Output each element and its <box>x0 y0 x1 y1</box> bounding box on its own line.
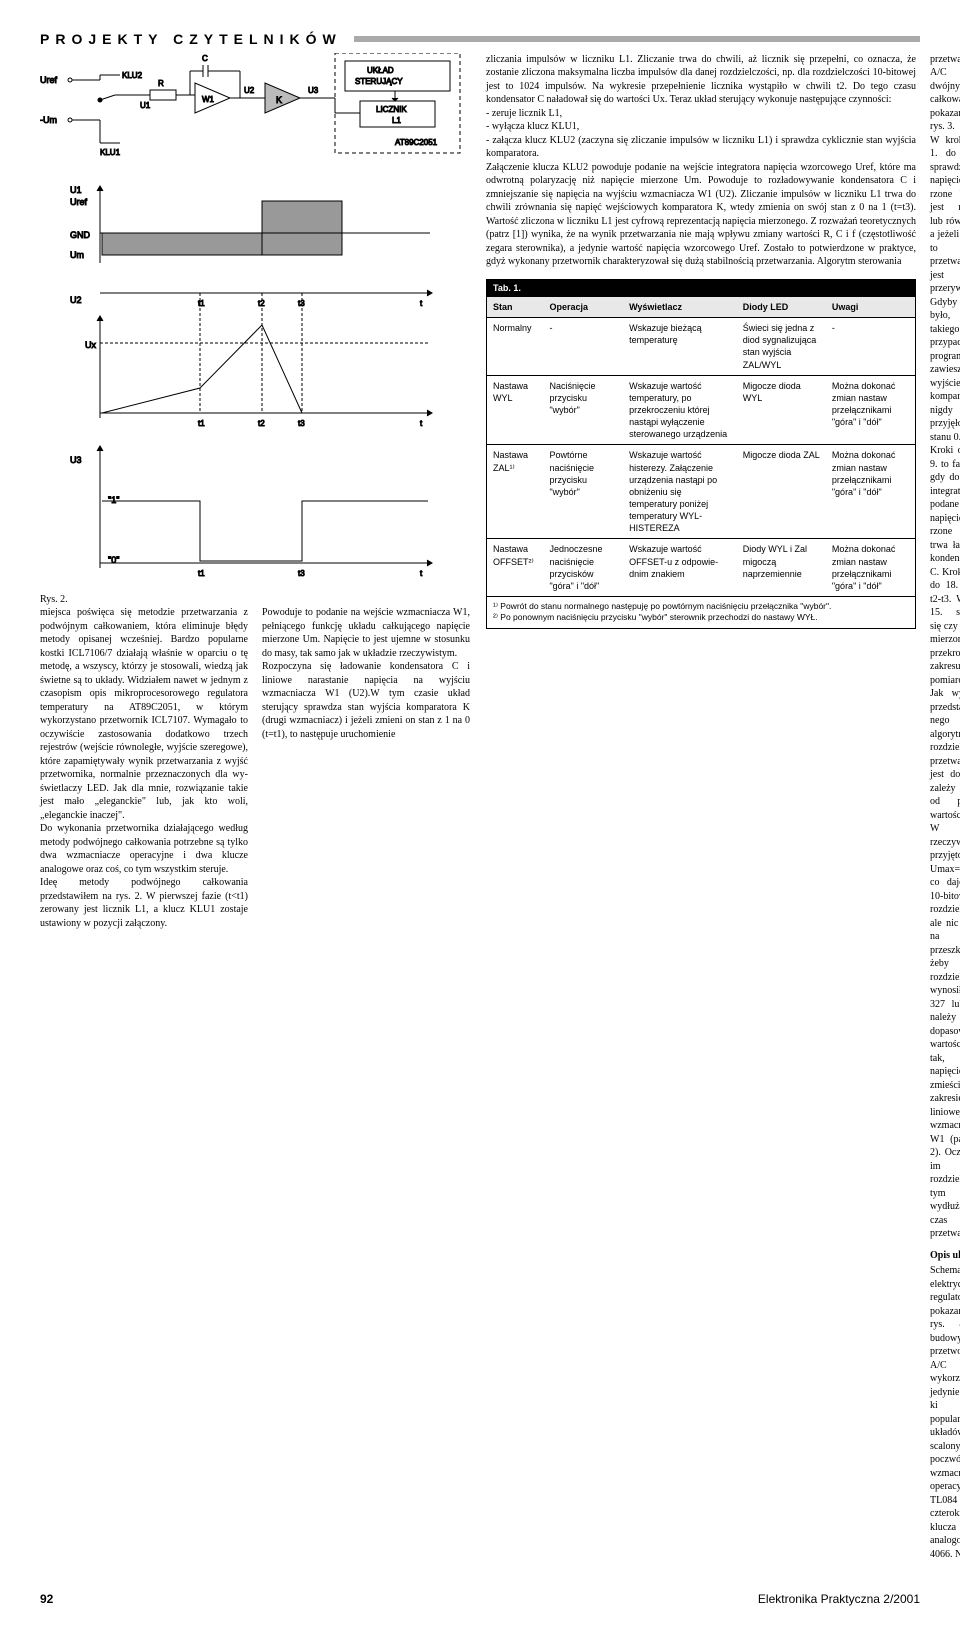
svg-text:t2: t2 <box>258 419 265 428</box>
page-footer: 92 Elektronika Praktyczna 2/2001 <box>40 1591 920 1607</box>
table-cell: - <box>543 318 623 376</box>
svg-text:t3: t3 <box>298 569 305 578</box>
table-row: Nastawa WYLNaciśnięcie przycisku "wybór"… <box>487 375 915 445</box>
svg-text:t1: t1 <box>198 419 205 428</box>
table-cell: Jednoczesne naciśnięcie przycisków "góra… <box>543 539 623 596</box>
table-1: Tab. 1. Stan Operacja Wyświetlacz Diody … <box>486 279 916 629</box>
label-r: R <box>158 79 164 88</box>
tlabel-gnd: GND <box>70 230 91 240</box>
th-4: Uwagi <box>826 297 915 318</box>
page-header: PROJEKTY CZYTELNIKÓW <box>40 30 920 49</box>
svg-text:t: t <box>420 569 423 578</box>
right-block: zliczania impulsów w liczni­ku L1. Zlicz… <box>486 53 960 1562</box>
table-cell: Migocze dioda WYL <box>737 375 826 445</box>
table-row: Nastawa OFFSET²⁾Jednoczesne naciśnięcie … <box>487 539 915 596</box>
svg-text:"1": "1" <box>108 495 119 505</box>
tlabel-u3: U3 <box>70 455 82 465</box>
left-block: Uref -Um KLU2 KLU1 U1 <box>40 53 470 1562</box>
table-cell: Można dokonać zmian nastaw przełącznikam… <box>826 445 915 539</box>
col-right-b: przetwarzaniem A/C z po­dwójnym całkowan… <box>930 53 960 1562</box>
label-u2: U2 <box>244 86 255 95</box>
table-cell: Nastawa WYL <box>487 375 543 445</box>
table-cell: Wskazuje bieżącą temperaturę <box>623 318 737 376</box>
svg-text:t1: t1 <box>198 299 205 308</box>
publication: Elektronika Praktyczna 2/2001 <box>758 1591 920 1607</box>
svg-text:t: t <box>420 419 423 428</box>
label-licznik2: L1 <box>392 116 401 125</box>
tlabel-ux: Ux <box>85 340 96 350</box>
table-title: Tab. 1. <box>487 280 915 296</box>
label-uklad2: STERUJĄCY <box>355 77 403 86</box>
table-cell: Można dokonać zmian nastaw przełącznikam… <box>826 375 915 445</box>
label-u3: U3 <box>308 86 319 95</box>
label-minus-um: -Um <box>40 115 57 125</box>
table-cell: Wskazuje wartość histerezy. Załączenie u… <box>623 445 737 539</box>
table-cell: Diody WYL i Zal migoczą naprzemiennie <box>737 539 826 596</box>
fn-1: ¹⁾ Powrót do stanu normalnego następuję … <box>493 601 909 612</box>
label-u1: U1 <box>140 101 151 110</box>
label-uklad1: UKŁAD <box>367 66 394 75</box>
table-cell: - <box>826 318 915 376</box>
label-klu1: KLU1 <box>100 148 121 157</box>
th-3: Diody LED <box>737 297 826 318</box>
th-0: Stan <box>487 297 543 318</box>
col-left-b: Powoduje to podanie na wej­ście wzmacnia… <box>262 606 470 930</box>
svg-text:t: t <box>420 299 423 308</box>
content: Uref -Um KLU2 KLU1 U1 <box>40 53 920 1562</box>
th-2: Wyświetlacz <box>623 297 737 318</box>
table-footnotes: ¹⁾ Powrót do stanu normalnego następuję … <box>487 596 915 628</box>
table-cell: Powtórne naciśnięcie przycisku "wybór" <box>543 445 623 539</box>
fn-2: ²⁾ Po ponownym naciśnięciu przycisku "wy… <box>493 612 909 623</box>
tlabel-um: Um <box>70 250 84 260</box>
label-uref: Uref <box>40 75 58 85</box>
states-table: Stan Operacja Wyświetlacz Diody LED Uwag… <box>487 296 915 596</box>
section-head: Opis układu <box>930 1249 960 1263</box>
page-number: 92 <box>40 1591 53 1607</box>
table-header-row: Stan Operacja Wyświetlacz Diody LED Uwag… <box>487 297 915 318</box>
svg-text:t3: t3 <box>298 419 305 428</box>
label-w1: W1 <box>202 95 215 104</box>
label-klu2: KLU2 <box>122 71 143 80</box>
fig-caption: Rys. 2. <box>40 593 470 607</box>
table-cell: Można dokonać zmian nastaw przełącznikam… <box>826 539 915 596</box>
header-bar <box>354 36 920 42</box>
table-cell: Nastawa OFFSET²⁾ <box>487 539 543 596</box>
left-text-cols: miejsca poświęca się meto­dzie przetwarz… <box>40 606 470 930</box>
label-k: K <box>276 95 282 105</box>
table-cell: Wskazuje wartość OFFSET-u z odpowie­dnim… <box>623 539 737 596</box>
tlabel-u1: U1 <box>70 185 82 195</box>
col-left-a: miejsca poświęca się meto­dzie przetwarz… <box>40 606 248 930</box>
table-cell: Świeci się jedna z diod sygnalizująca st… <box>737 318 826 376</box>
text-ra: zliczania impulsów w liczni­ku L1. Zlicz… <box>486 54 916 268</box>
table-cell: Naciśnięcie przycisku "wybór" <box>543 375 623 445</box>
text-la: miejsca poświęca się meto­dzie przetwarz… <box>40 607 248 929</box>
figure-rys2: Uref -Um KLU2 KLU1 U1 <box>40 53 470 593</box>
table-row: Normalny-Wskazuje bieżącą temperaturęŚwi… <box>487 318 915 376</box>
table-cell: Nastawa ZAL¹⁾ <box>487 445 543 539</box>
tlabel-uref: Uref <box>70 197 88 207</box>
th-1: Operacja <box>543 297 623 318</box>
text-lb: Powoduje to podanie na wej­ście wzmacnia… <box>262 607 470 740</box>
label-chip: AT89C2051 <box>395 138 438 147</box>
table-row: Nastawa ZAL¹⁾Powtórne naciśnięcie przyci… <box>487 445 915 539</box>
header-title: PROJEKTY CZYTELNIKÓW <box>40 30 342 49</box>
tlabel-u2: U2 <box>70 295 82 305</box>
col-right-a: zliczania impulsów w liczni­ku L1. Zlicz… <box>486 53 916 1562</box>
svg-text:t1: t1 <box>198 569 205 578</box>
label-licznik1: LICZNIK <box>376 105 407 114</box>
table-cell: Migocze dioda ZAL <box>737 445 826 539</box>
table-cell: Wskazuje wartość temperatury, po przekro… <box>623 375 737 445</box>
text-rb2: Schemat elektryczny regu­latora pokazano… <box>930 1265 960 1560</box>
text-rb: przetwarzaniem A/C z po­dwójnym całkowan… <box>930 54 960 1240</box>
label-c: C <box>202 54 208 63</box>
table-cell: Normalny <box>487 318 543 376</box>
